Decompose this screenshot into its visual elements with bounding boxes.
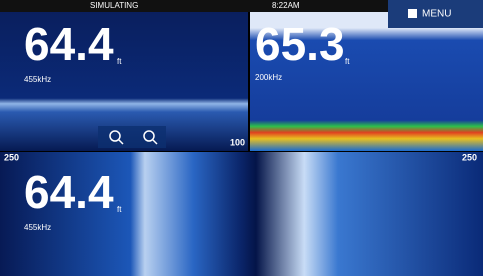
status: SIMULATING	[90, 1, 138, 10]
depth: 65.3	[255, 18, 345, 70]
menu-label[interactable]: MENU	[422, 9, 451, 20]
clock: 8:22AM	[272, 1, 300, 10]
range-right: 250	[462, 152, 477, 162]
sonar-screen: SIMULATING 8:22AM MENU 64.4 ft 455kHz 10…	[0, 0, 483, 276]
frequency: 455kHz	[24, 75, 51, 84]
depth-unit: ft	[117, 57, 122, 66]
depth-unit: ft	[345, 57, 350, 66]
range: 100	[230, 137, 245, 147]
frequency: 200kHz	[255, 73, 282, 82]
depth: 64.4	[24, 166, 114, 218]
depth: 64.4	[24, 18, 114, 70]
depth-unit: ft	[117, 205, 122, 214]
zoom-bar	[98, 126, 166, 148]
range-left: 250	[4, 152, 19, 162]
page: SIMULATING 8:22AM MENU 64.4 ft 455kHz 10…	[0, 0, 483, 276]
frequency: 455kHz	[24, 223, 51, 232]
menu-icon	[408, 9, 417, 18]
